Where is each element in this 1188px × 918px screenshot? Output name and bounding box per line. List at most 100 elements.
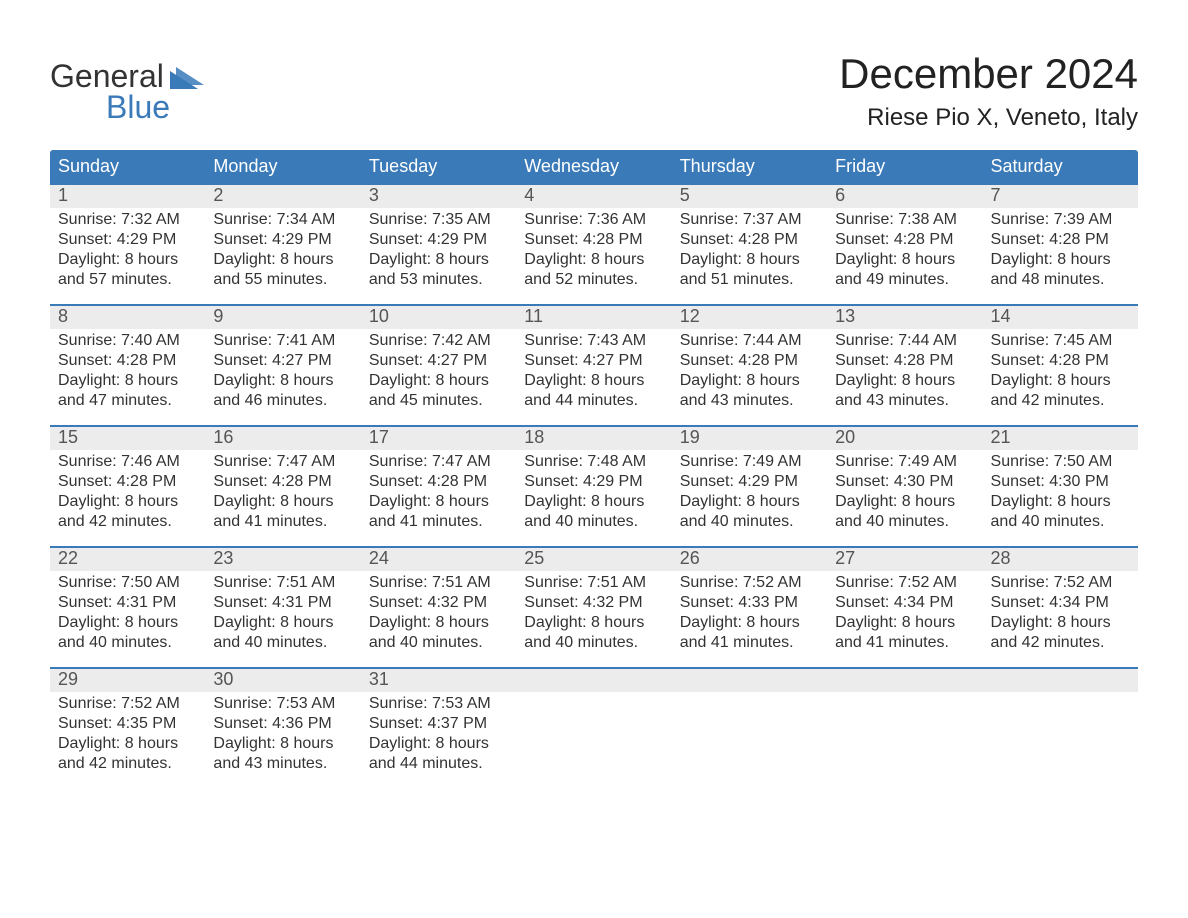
- daylight-line: and 55 minutes.: [213, 270, 352, 290]
- day-number: 22: [50, 548, 205, 571]
- daylight-line: and 43 minutes.: [213, 754, 352, 774]
- daylight-line: Daylight: 8 hours: [369, 250, 508, 270]
- day-number: 21: [983, 427, 1138, 450]
- sunset-line: Sunset: 4:27 PM: [369, 351, 508, 371]
- daylight-line: Daylight: 8 hours: [991, 371, 1130, 391]
- day-cell: Sunrise: 7:51 AMSunset: 4:32 PMDaylight:…: [361, 571, 516, 653]
- sunrise-line: Sunrise: 7:45 AM: [991, 331, 1130, 351]
- sunrise-line: Sunrise: 7:53 AM: [369, 694, 508, 714]
- daylight-line: Daylight: 8 hours: [680, 250, 819, 270]
- daylight-line: and 52 minutes.: [524, 270, 663, 290]
- daylight-line: Daylight: 8 hours: [524, 492, 663, 512]
- sunset-line: Sunset: 4:30 PM: [835, 472, 974, 492]
- sunset-line: Sunset: 4:31 PM: [213, 593, 352, 613]
- day-number: 20: [827, 427, 982, 450]
- sunrise-line: Sunrise: 7:53 AM: [213, 694, 352, 714]
- day-cell: Sunrise: 7:53 AMSunset: 4:37 PMDaylight:…: [361, 692, 516, 774]
- sunrise-line: Sunrise: 7:46 AM: [58, 452, 197, 472]
- sunrise-line: Sunrise: 7:49 AM: [835, 452, 974, 472]
- day-cell: Sunrise: 7:38 AMSunset: 4:28 PMDaylight:…: [827, 208, 982, 290]
- daylight-line: and 42 minutes.: [991, 391, 1130, 411]
- weekday-label: Wednesday: [516, 150, 671, 183]
- day-number: 8: [50, 306, 205, 329]
- sunrise-line: Sunrise: 7:51 AM: [369, 573, 508, 593]
- day-cell: Sunrise: 7:51 AMSunset: 4:31 PMDaylight:…: [205, 571, 360, 653]
- daylight-line: Daylight: 8 hours: [524, 613, 663, 633]
- sunset-line: Sunset: 4:31 PM: [58, 593, 197, 613]
- sunrise-line: Sunrise: 7:41 AM: [213, 331, 352, 351]
- sunset-line: Sunset: 4:34 PM: [991, 593, 1130, 613]
- day-number: 28: [983, 548, 1138, 571]
- sunset-line: Sunset: 4:28 PM: [58, 351, 197, 371]
- sunrise-line: Sunrise: 7:35 AM: [369, 210, 508, 230]
- sunset-line: Sunset: 4:29 PM: [369, 230, 508, 250]
- day-number: 26: [672, 548, 827, 571]
- day-number: 5: [672, 185, 827, 208]
- day-cell: Sunrise: 7:32 AMSunset: 4:29 PMDaylight:…: [50, 208, 205, 290]
- daylight-line: Daylight: 8 hours: [58, 492, 197, 512]
- calendar: Sunday Monday Tuesday Wednesday Thursday…: [50, 150, 1138, 786]
- sunset-line: Sunset: 4:28 PM: [680, 351, 819, 371]
- sunset-line: Sunset: 4:29 PM: [524, 472, 663, 492]
- day-number: 12: [672, 306, 827, 329]
- sunrise-line: Sunrise: 7:50 AM: [991, 452, 1130, 472]
- daylight-line: and 42 minutes.: [991, 633, 1130, 653]
- daynum-strip: 22232425262728: [50, 548, 1138, 571]
- sunrise-line: Sunrise: 7:48 AM: [524, 452, 663, 472]
- calendar-page: General Blue December 2024 Riese Pio X, …: [0, 0, 1188, 918]
- day-cell: Sunrise: 7:40 AMSunset: 4:28 PMDaylight:…: [50, 329, 205, 411]
- day-cell: Sunrise: 7:47 AMSunset: 4:28 PMDaylight:…: [205, 450, 360, 532]
- daylight-line: Daylight: 8 hours: [369, 371, 508, 391]
- sunrise-line: Sunrise: 7:50 AM: [58, 573, 197, 593]
- daylight-line: Daylight: 8 hours: [58, 613, 197, 633]
- daylight-line: and 40 minutes.: [524, 633, 663, 653]
- sunrise-line: Sunrise: 7:47 AM: [369, 452, 508, 472]
- day-number: 14: [983, 306, 1138, 329]
- day-number: 9: [205, 306, 360, 329]
- sunset-line: Sunset: 4:28 PM: [991, 351, 1130, 371]
- daylight-line: Daylight: 8 hours: [213, 734, 352, 754]
- daylight-line: Daylight: 8 hours: [58, 734, 197, 754]
- daylight-line: Daylight: 8 hours: [58, 371, 197, 391]
- sunset-line: Sunset: 4:29 PM: [213, 230, 352, 250]
- day-cell: Sunrise: 7:46 AMSunset: 4:28 PMDaylight:…: [50, 450, 205, 532]
- sunset-line: Sunset: 4:35 PM: [58, 714, 197, 734]
- sunset-line: Sunset: 4:29 PM: [680, 472, 819, 492]
- week-row: 891011121314Sunrise: 7:40 AMSunset: 4:28…: [50, 304, 1138, 423]
- day-cell: Sunrise: 7:52 AMSunset: 4:34 PMDaylight:…: [983, 571, 1138, 653]
- day-number: 17: [361, 427, 516, 450]
- sunrise-line: Sunrise: 7:51 AM: [213, 573, 352, 593]
- day-cell: Sunrise: 7:39 AMSunset: 4:28 PMDaylight:…: [983, 208, 1138, 290]
- weekday-label: Tuesday: [361, 150, 516, 183]
- daynum-strip: 293031: [50, 669, 1138, 692]
- day-number: 23: [205, 548, 360, 571]
- daylight-line: and 48 minutes.: [991, 270, 1130, 290]
- day-cell: Sunrise: 7:37 AMSunset: 4:28 PMDaylight:…: [672, 208, 827, 290]
- daylight-line: and 45 minutes.: [369, 391, 508, 411]
- daylight-line: and 40 minutes.: [369, 633, 508, 653]
- daylight-line: and 40 minutes.: [58, 633, 197, 653]
- daylight-line: and 47 minutes.: [58, 391, 197, 411]
- week-row: 1234567Sunrise: 7:32 AMSunset: 4:29 PMDa…: [50, 183, 1138, 302]
- day-cell: Sunrise: 7:36 AMSunset: 4:28 PMDaylight:…: [516, 208, 671, 290]
- sunrise-line: Sunrise: 7:42 AM: [369, 331, 508, 351]
- content-strip: Sunrise: 7:52 AMSunset: 4:35 PMDaylight:…: [50, 692, 1138, 786]
- sunset-line: Sunset: 4:28 PM: [991, 230, 1130, 250]
- week-row: 293031Sunrise: 7:52 AMSunset: 4:35 PMDay…: [50, 667, 1138, 786]
- sunrise-line: Sunrise: 7:49 AM: [680, 452, 819, 472]
- daylight-line: Daylight: 8 hours: [680, 371, 819, 391]
- day-number: [983, 669, 1138, 692]
- location: Riese Pio X, Veneto, Italy: [839, 104, 1138, 132]
- daylight-line: Daylight: 8 hours: [213, 613, 352, 633]
- daylight-line: and 40 minutes.: [213, 633, 352, 653]
- daylight-line: and 51 minutes.: [680, 270, 819, 290]
- day-cell: Sunrise: 7:44 AMSunset: 4:28 PMDaylight:…: [672, 329, 827, 411]
- weekday-label: Friday: [827, 150, 982, 183]
- sunrise-line: Sunrise: 7:44 AM: [835, 331, 974, 351]
- day-cell: Sunrise: 7:35 AMSunset: 4:29 PMDaylight:…: [361, 208, 516, 290]
- day-cell: Sunrise: 7:47 AMSunset: 4:28 PMDaylight:…: [361, 450, 516, 532]
- sunset-line: Sunset: 4:28 PM: [213, 472, 352, 492]
- daylight-line: and 41 minutes.: [680, 633, 819, 653]
- day-cell: Sunrise: 7:49 AMSunset: 4:30 PMDaylight:…: [827, 450, 982, 532]
- day-number: 11: [516, 306, 671, 329]
